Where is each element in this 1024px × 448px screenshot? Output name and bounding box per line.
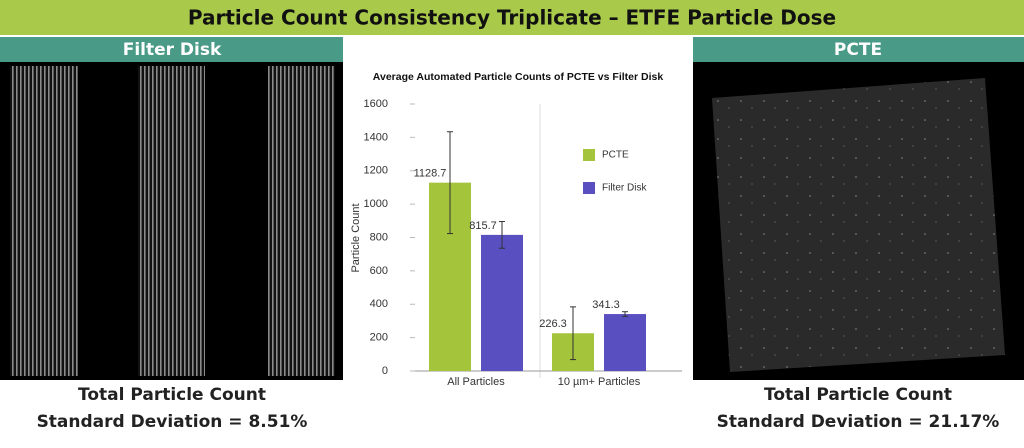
error-bar — [622, 311, 628, 317]
caption: Standard Deviation = 21.17% — [717, 412, 1000, 432]
y-tick-label: 1600 — [364, 98, 388, 110]
filter-strip — [138, 66, 205, 376]
value-label: 1128.7 — [414, 168, 447, 180]
y-tick-label: 400 — [370, 298, 388, 310]
panel-header — [693, 37, 1024, 62]
y-tick-label: 1400 — [364, 131, 388, 143]
banner — [0, 0, 1024, 35]
legend-swatch — [583, 182, 595, 194]
panel-title: Filter Disk — [123, 40, 222, 60]
error-bar — [499, 221, 505, 249]
caption: Standard Deviation = 8.51% — [37, 412, 308, 432]
error-bar — [570, 306, 576, 361]
legend-label: Filter Disk — [602, 183, 647, 194]
filter-strip — [10, 66, 78, 376]
banner-title: Particle Count Consistency Triplicate – … — [188, 6, 836, 30]
pcte-membrane — [712, 78, 1005, 372]
y-tick-label: 1000 — [364, 198, 388, 210]
y-axis-label: Particle Count — [350, 203, 362, 272]
error-bar — [447, 131, 453, 235]
bar — [604, 314, 646, 371]
panel-header — [0, 37, 343, 62]
y-tick-label: 1200 — [364, 165, 388, 177]
panel-title: PCTE — [834, 40, 882, 60]
y-tick-label: 600 — [370, 265, 388, 277]
y-tick-label: 0 — [382, 365, 388, 377]
chart-title: Average Automated Particle Counts of PCT… — [373, 71, 664, 83]
value-label: 226.3 — [539, 318, 567, 330]
y-tick-label: 800 — [370, 231, 388, 243]
y-tick-label: 200 — [370, 332, 388, 344]
filter-strip — [268, 66, 335, 376]
value-label: 341.3 — [592, 299, 620, 311]
bar — [481, 234, 523, 371]
x-tick-label: 10 µm+ Particles — [558, 376, 641, 388]
caption: Total Particle Count — [764, 385, 952, 405]
x-tick-label: All Particles — [447, 376, 505, 388]
legend-swatch — [583, 149, 595, 161]
value-label: 815.7 — [469, 220, 497, 232]
legend-label: PCTE — [602, 150, 629, 161]
caption: Total Particle Count — [78, 385, 266, 405]
